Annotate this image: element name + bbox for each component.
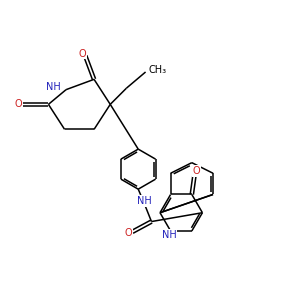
Text: O: O [125,228,133,238]
Text: O: O [79,49,86,59]
Text: NH: NH [46,82,61,92]
Text: O: O [192,166,200,176]
Text: NH: NH [137,196,152,206]
Text: O: O [15,99,22,110]
Text: CH₃: CH₃ [148,65,167,76]
Text: NH: NH [162,230,176,239]
